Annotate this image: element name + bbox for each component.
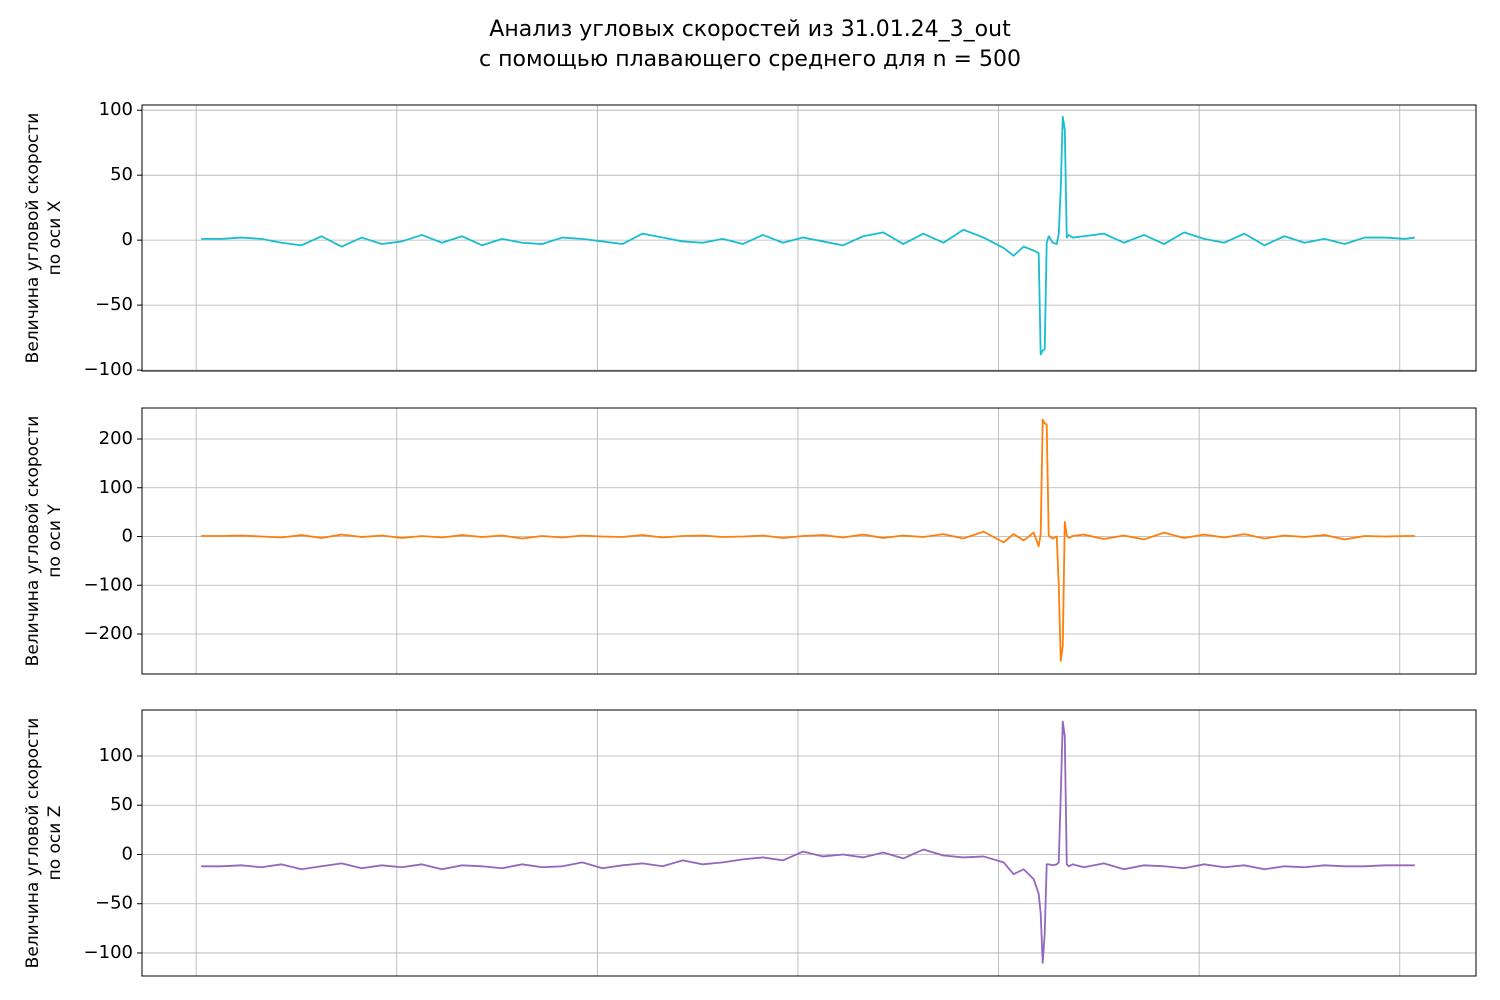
y-tick-label: 100 (99, 745, 133, 766)
data-line (201, 720, 1415, 964)
y-tick-label: 50 (110, 794, 133, 815)
y-axis-label: Величина угловой скорости (23, 718, 43, 969)
y-axis-label: по оси X (45, 200, 65, 275)
y-tick-label: −50 (95, 294, 133, 315)
y-axis-label: Величина угловой скорости (23, 113, 43, 364)
axes-frame (141, 709, 1477, 977)
y-axis-label: по оси Z (45, 806, 65, 881)
y-tick-label: 50 (110, 164, 133, 185)
axes-frame (141, 407, 1477, 675)
y-tick-label: 200 (99, 428, 133, 449)
y-tick-label: 100 (99, 477, 133, 498)
y-tick-label: 0 (122, 843, 133, 864)
y-tick-label: −100 (84, 574, 133, 595)
y-axis-label: Величина угловой скорости (23, 416, 43, 667)
y-tick-label: 0 (122, 229, 133, 250)
data-line (201, 115, 1415, 356)
title-line: Анализ угловых скоростей из 31.01.24_3_o… (489, 17, 1011, 42)
y-tick-label: 100 (99, 99, 133, 120)
data-line (201, 418, 1415, 662)
y-tick-label: 0 (122, 526, 133, 547)
y-tick-label: −100 (84, 359, 133, 380)
y-axis-label: по оси Y (45, 504, 65, 578)
y-tick-label: −200 (84, 623, 133, 644)
y-tick-label: −100 (84, 942, 133, 963)
title-line: с помощью плавающего среднего для n = 50… (479, 47, 1021, 72)
y-tick-label: −50 (95, 893, 133, 914)
axes-frame (141, 104, 1477, 372)
